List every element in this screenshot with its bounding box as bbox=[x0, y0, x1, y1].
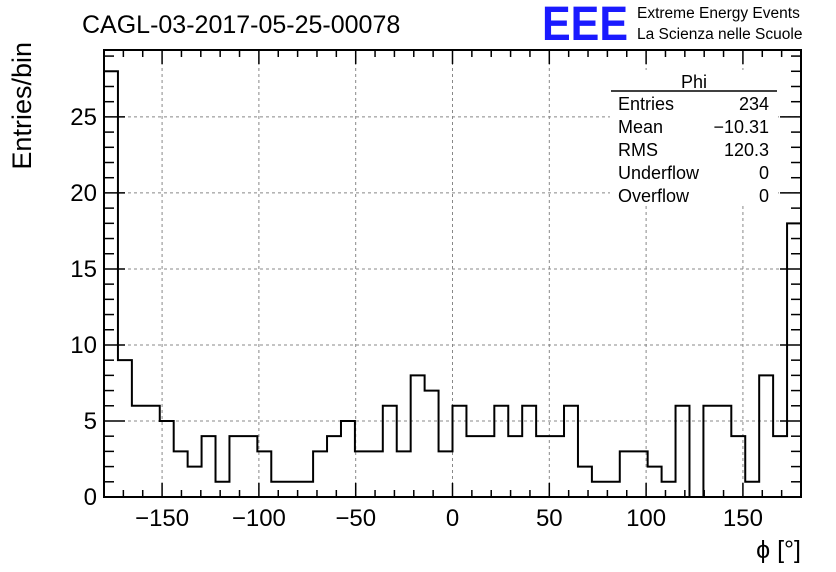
axis-ticks bbox=[104, 50, 801, 497]
stats-overflow-value: 0 bbox=[759, 186, 769, 206]
x-tick-label: 50 bbox=[536, 505, 563, 532]
stats-box-title: Phi bbox=[681, 72, 707, 92]
y-tick-label: 10 bbox=[70, 332, 97, 359]
stats-box: Phi Entries 234 Mean −10.31 RMS 120.3 Un… bbox=[610, 70, 778, 206]
x-tick-label: −50 bbox=[335, 505, 376, 532]
x-tick-labels: −150 −100 −50 0 50 100 150 bbox=[135, 505, 763, 532]
stats-rms-label: RMS bbox=[618, 140, 658, 160]
stats-box-background bbox=[610, 70, 778, 206]
y-tick-label: 15 bbox=[70, 256, 97, 283]
x-tick-label: 100 bbox=[626, 505, 666, 532]
y-tick-label: 20 bbox=[70, 180, 97, 207]
chart-title: CAGL-03-2017-05-25-00078 bbox=[82, 11, 400, 39]
eee-logo-mark: EEE bbox=[542, 0, 628, 51]
y-tick-labels: 0 5 10 15 20 25 bbox=[70, 104, 97, 511]
x-tick-label: 150 bbox=[723, 505, 763, 532]
y-tick-label: 0 bbox=[84, 484, 97, 511]
logo-line-2: La Scienza nelle Scuole bbox=[637, 26, 802, 43]
x-tick-label: −150 bbox=[135, 505, 189, 532]
logo-line-1: Extreme Energy Events bbox=[637, 5, 800, 22]
y-tick-label: 25 bbox=[70, 104, 97, 131]
stats-mean-label: Mean bbox=[618, 117, 663, 137]
stats-mean-value: −10.31 bbox=[713, 117, 769, 137]
x-axis-label: ϕ [°] bbox=[756, 536, 801, 564]
y-axis-label: Entries/bin bbox=[7, 42, 37, 170]
stats-rms-value: 120.3 bbox=[724, 140, 769, 160]
stats-entries-label: Entries bbox=[618, 94, 674, 114]
x-tick-label: 0 bbox=[446, 505, 459, 532]
eee-logo: EEE Extreme Energy Events La Scienza nel… bbox=[542, 0, 802, 51]
stats-underflow-value: 0 bbox=[759, 163, 769, 183]
x-tick-label: −100 bbox=[232, 505, 286, 532]
stats-underflow-label: Underflow bbox=[618, 163, 700, 183]
y-tick-label: 5 bbox=[84, 408, 97, 435]
histogram-outline bbox=[103, 70, 802, 498]
stats-overflow-label: Overflow bbox=[618, 186, 690, 206]
stats-entries-value: 234 bbox=[739, 94, 769, 114]
